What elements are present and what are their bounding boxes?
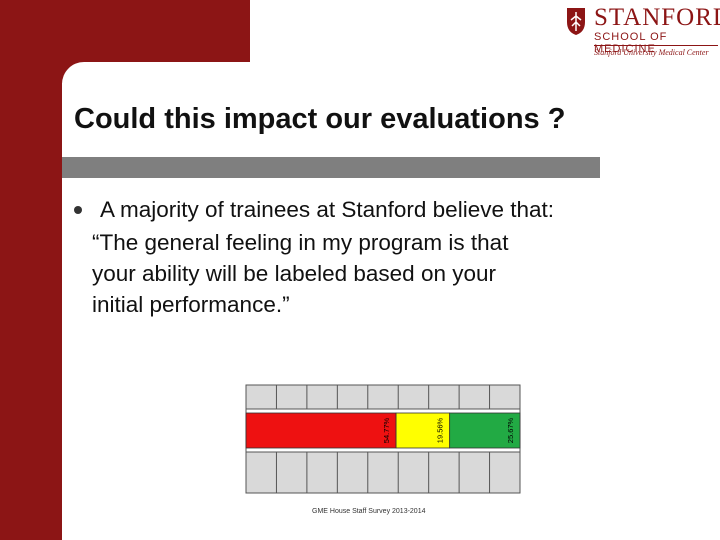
chart-caption: GME House Staff Survey 2013-2014 xyxy=(312,508,426,515)
tree-emblem-icon xyxy=(567,8,585,35)
bar-segment-2 xyxy=(395,412,451,449)
stacked-bar-chart: 54.77% 19.56% 25.67% xyxy=(245,384,521,494)
logo-wordmark: STANFORD xyxy=(594,4,720,31)
data-label-3: 25.67% xyxy=(506,417,515,443)
logo-center: Stanford University Medical Center xyxy=(594,48,709,57)
logo-divider xyxy=(594,45,718,46)
bar-segment-1 xyxy=(245,412,397,449)
data-label-1: 54.77% xyxy=(382,417,391,443)
bullet-intro-text: A majority of trainees at Stanford belie… xyxy=(100,197,554,222)
data-label-2: 19.56% xyxy=(436,417,445,443)
left-maroon-band xyxy=(0,0,62,540)
bullet-quote-text: “The general feeling in my program is th… xyxy=(92,230,509,317)
title-underline-bar xyxy=(62,157,600,178)
bullet-dot-icon xyxy=(74,206,82,214)
logo-school: SCHOOL OF MEDICINE xyxy=(594,31,668,55)
slide-title: Could this impact our evaluations ? xyxy=(74,103,566,135)
bar-segment-3 xyxy=(449,412,521,449)
stanford-logo: STANFORD SCHOOL OF MEDICINE Stanford Uni… xyxy=(562,4,720,66)
